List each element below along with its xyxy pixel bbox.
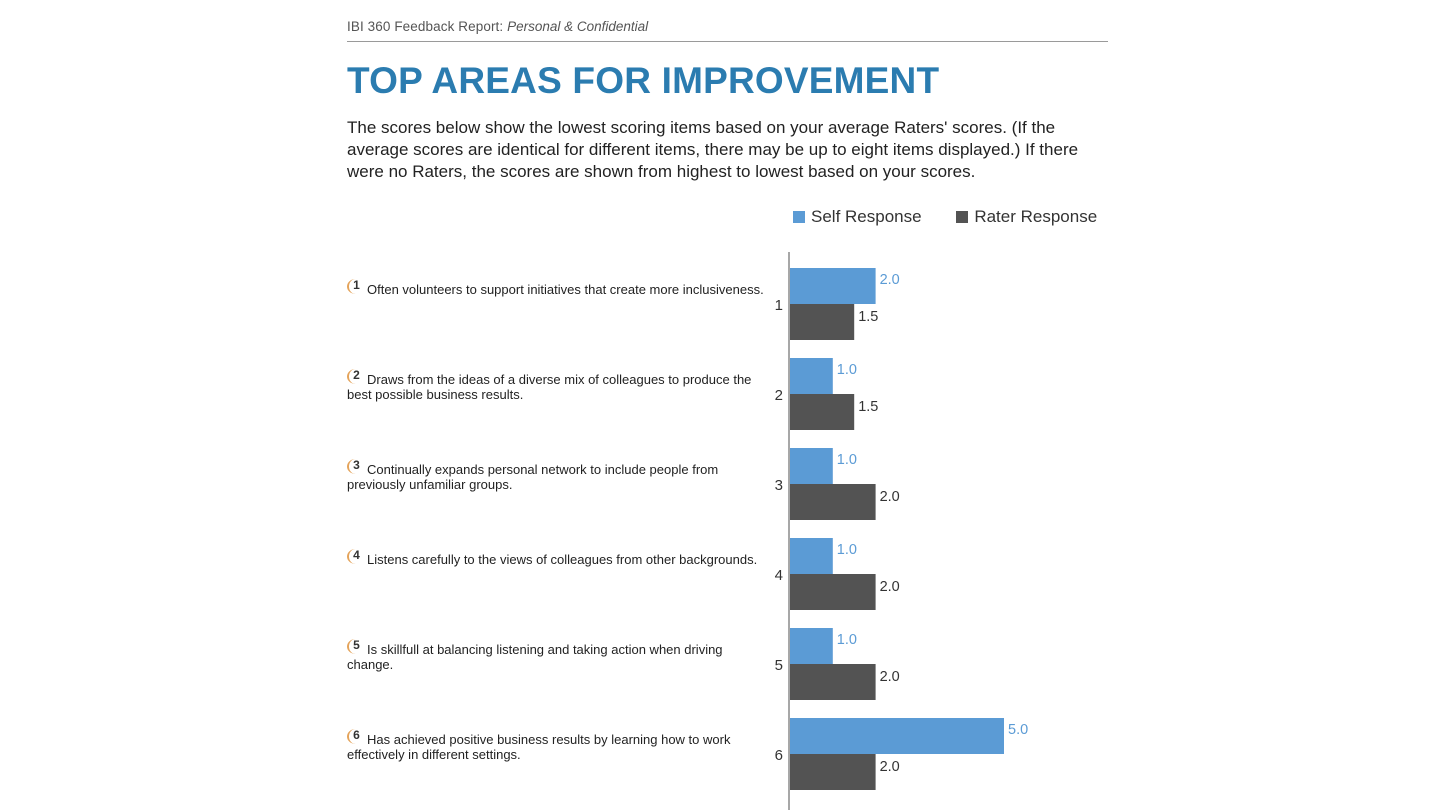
legend-rater: Rater Response: [956, 207, 1097, 227]
report-header: IBI 360 Feedback Report: Personal & Conf…: [347, 19, 1108, 42]
item-number-badge: 6: [347, 729, 364, 744]
self-response-bar: [790, 718, 1004, 754]
list-item: 5 Is skillfull at balancing listening and…: [347, 639, 765, 672]
self-value-label: 1.0: [837, 452, 857, 468]
self-response-bar: [790, 448, 833, 484]
rater-response-bar: [790, 574, 876, 610]
item-number-badge: 5: [347, 639, 364, 654]
self-response-bar: [790, 358, 833, 394]
item-number-badge: 1: [347, 279, 364, 294]
rater-value-label: 2.0: [880, 579, 900, 595]
rater-response-bar: [790, 304, 855, 340]
rater-response-bar: [790, 484, 876, 520]
item-text: Has achieved positive business results b…: [347, 732, 731, 762]
rater-response-bar: [790, 394, 855, 430]
rater-response-bar: [790, 664, 876, 700]
self-value-label: 2.0: [880, 272, 900, 288]
category-tick-label: 3: [775, 477, 783, 494]
item-text: Is skillfull at balancing listening and …: [347, 642, 723, 672]
rater-value-label: 2.0: [880, 669, 900, 685]
list-item: 3 Continually expands personal network to…: [347, 459, 765, 492]
legend-rater-label: Rater Response: [974, 207, 1098, 226]
bar-chart: 1 2.0 1.5 2 1.0 1.5 3 1.0 2.0 4 1.0 2.0 5 1.0 2.0 6 5.0 2…: [775, 252, 1028, 810]
report-label: IBI 360 Feedback Report:: [347, 19, 508, 34]
category-tick-label: 4: [775, 567, 783, 584]
list-item: 6 Has achieved positive business results …: [347, 729, 765, 762]
item-number-badge: 2: [347, 369, 364, 384]
report-page: IBI 360 Feedback Report: Personal & Conf…: [347, 0, 1108, 810]
self-value-label: 1.0: [837, 632, 857, 648]
self-value-label: 1.0: [837, 362, 857, 378]
item-text: Continually expands personal network to …: [347, 462, 719, 492]
self-value-label: 1.0: [837, 542, 857, 558]
self-value-label: 5.0: [1008, 722, 1028, 738]
item-text: Listens carefully to the views of collea…: [367, 552, 758, 567]
intro-paragraph: The scores below show the lowest scoring…: [347, 118, 1079, 181]
self-response-bar: [790, 538, 833, 574]
list-item: 4 Listens carefully to the views of colle…: [347, 549, 765, 567]
item-text: Draws from the ideas of a diverse mix of…: [347, 372, 752, 402]
list-item: 1 Often volunteers to support initiatives…: [347, 279, 765, 297]
legend-rater-swatch: [956, 211, 969, 223]
rater-value-label: 1.5: [858, 309, 878, 325]
legend-self-label: Self Response: [811, 207, 922, 226]
item-number-badge: 4: [347, 549, 364, 564]
confidential-label: Personal & Confidential: [507, 19, 649, 34]
rater-value-label: 2.0: [880, 489, 900, 505]
item-number-badge: 3: [347, 459, 364, 474]
category-tick-label: 2: [775, 387, 783, 404]
rater-response-bar: [790, 754, 876, 790]
rater-value-label: 2.0: [880, 759, 900, 775]
category-tick-label: 6: [775, 747, 783, 764]
category-tick-label: 5: [775, 657, 783, 674]
chart-legend: Self Response Rater Response: [793, 207, 1097, 229]
legend-self-swatch: [793, 211, 805, 223]
self-response-bar: [790, 628, 833, 664]
self-response-bar: [790, 268, 876, 304]
legend-self: Self Response: [793, 207, 922, 227]
page-title: TOP AREAS FOR IMPROVEMENT: [347, 60, 940, 101]
item-text: Often volunteers to support initiatives …: [367, 282, 764, 297]
rater-value-label: 1.5: [858, 399, 878, 415]
list-item: 2 Draws from the ideas of a diverse mix o…: [347, 369, 765, 402]
category-tick-label: 1: [775, 297, 783, 314]
